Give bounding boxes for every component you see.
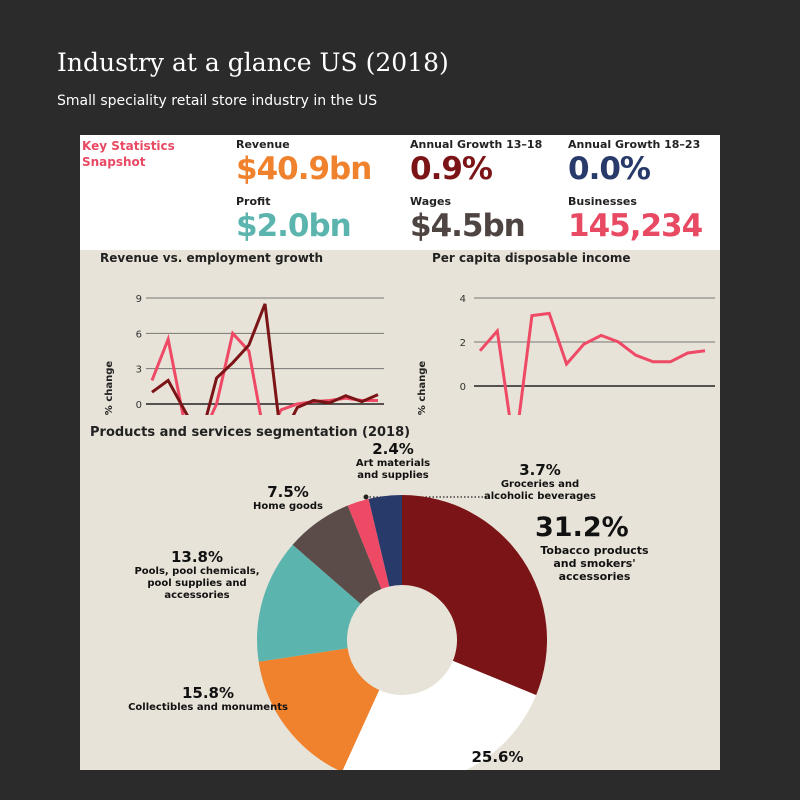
leader-dot bbox=[363, 494, 369, 500]
plot-area bbox=[150, 303, 379, 415]
stat-label: Wages bbox=[410, 195, 452, 208]
data-label: 13.8% bbox=[170, 548, 224, 566]
y-tick-label: 3 bbox=[136, 365, 142, 376]
donut-segment bbox=[258, 648, 380, 770]
donut bbox=[257, 495, 547, 770]
y-axis-label: % change bbox=[104, 361, 115, 416]
chart-title: Per capita disposable income bbox=[432, 251, 631, 265]
stats-box bbox=[80, 135, 720, 250]
category-label: Groceries and alcoholic beverages bbox=[483, 479, 597, 502]
page-subtitle: Small speciality retail store industry i… bbox=[57, 93, 378, 109]
donut-segment bbox=[402, 495, 547, 696]
stat-value: $40.9bn bbox=[236, 151, 372, 187]
plot-area bbox=[478, 311, 706, 415]
category-label: Pools, pool chemicals, pool supplies and… bbox=[134, 566, 260, 601]
data-label: 31.2% bbox=[535, 512, 629, 543]
line-series bbox=[150, 330, 378, 415]
category-label: Tobacco products and smokers' accessorie… bbox=[540, 544, 649, 583]
data-label: 15.8% bbox=[181, 684, 235, 702]
stat-label: Annual Growth 13–18 bbox=[410, 138, 543, 151]
page-title: Industry at a glance US (2018) bbox=[57, 48, 449, 77]
donut-segment bbox=[257, 544, 361, 662]
category-label: Collectibles and monuments bbox=[128, 702, 288, 713]
donut-segment bbox=[347, 498, 390, 589]
category-label: Home goods bbox=[253, 501, 323, 512]
data-label: 3.7% bbox=[519, 461, 561, 479]
category-label: Art materials and supplies bbox=[355, 458, 431, 481]
stat-value: $2.0bn bbox=[236, 208, 352, 244]
stat-label: Revenue bbox=[236, 138, 290, 151]
y-tick-label: 6 bbox=[136, 329, 142, 340]
chart-title: Revenue vs. employment growth bbox=[100, 251, 323, 265]
stat-value: $4.5bn bbox=[410, 208, 526, 244]
stat-value: 145,234 bbox=[568, 208, 703, 244]
data-label: 25.6% bbox=[471, 748, 524, 766]
y-axis-label: % change bbox=[417, 361, 428, 416]
stat-label: Businesses bbox=[568, 195, 637, 208]
data-label: 7.5% bbox=[267, 483, 309, 501]
stat-label: Profit bbox=[236, 195, 271, 208]
donut-segment bbox=[368, 495, 402, 587]
line-series bbox=[151, 303, 379, 415]
donut-segment bbox=[292, 505, 382, 604]
chart-title: Products and services segmentation (2018… bbox=[90, 425, 410, 440]
y-tick-label: 0 bbox=[460, 382, 466, 393]
y-tick-label: 4 bbox=[460, 294, 466, 305]
stat-value: 0.0% bbox=[568, 151, 651, 187]
line-series bbox=[478, 311, 706, 415]
y-tick-label: 0 bbox=[136, 400, 142, 411]
y-tick-label: 2 bbox=[460, 338, 466, 349]
stat-value: 0.9% bbox=[410, 151, 493, 187]
y-tick-label: 9 bbox=[136, 294, 142, 305]
snapshot-title: Key Statistics Snapshot bbox=[82, 139, 175, 169]
data-label: 2.4% bbox=[372, 440, 414, 458]
donut-segment bbox=[342, 660, 537, 770]
stat-label: Annual Growth 18–23 bbox=[568, 138, 701, 151]
